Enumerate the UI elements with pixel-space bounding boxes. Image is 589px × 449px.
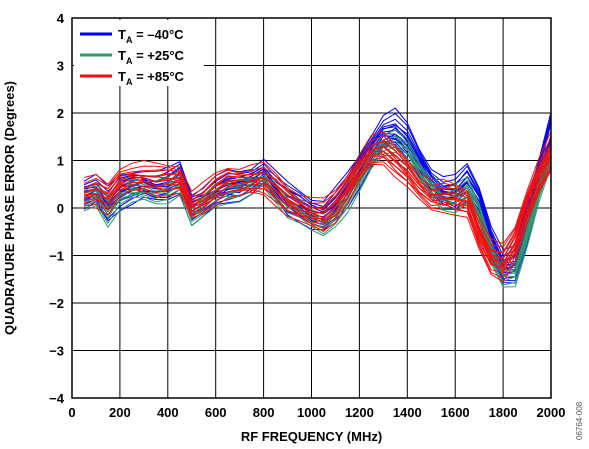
x-tick-label: 200: [109, 405, 131, 420]
y-tick-label: 1: [57, 154, 64, 169]
series-line: [83, 146, 552, 259]
x-tick-label: 400: [157, 405, 179, 420]
series-line: [83, 107, 552, 251]
plot-frame: [71, 17, 552, 399]
series-line: [83, 163, 552, 283]
series-line: [83, 150, 552, 264]
y-axis-title: QUADRATURE PHASE ERROR (Degrees): [2, 81, 17, 335]
y-tick-labels: −4 −3 −2 −1 0 1 2 3 4: [49, 11, 65, 406]
series-line: [83, 140, 552, 277]
x-tick-label: 800: [253, 405, 275, 420]
y-tick-label: −3: [49, 344, 64, 359]
series-line: [83, 120, 552, 264]
y-tick-label: −4: [49, 391, 65, 406]
x-tick-label: 1000: [297, 405, 326, 420]
x-tick-label: 1200: [345, 405, 374, 420]
legend-label: TA = –40°C: [118, 27, 184, 45]
legend-label: TA = +25°C: [118, 48, 185, 66]
x-tick-label: 0: [68, 405, 75, 420]
series-line: [83, 131, 552, 245]
x-tick-label: 1400: [393, 405, 422, 420]
y-tick-label: 0: [57, 201, 64, 216]
series-line: [83, 141, 552, 253]
series-2: [83, 131, 552, 283]
series-line: [83, 135, 552, 248]
legend: TA = –40°C TA = +25°C TA = +85°C: [74, 20, 204, 87]
series-line: [83, 145, 552, 263]
series-line: [83, 156, 552, 274]
y-tick-label: 4: [57, 11, 65, 26]
x-tick-label: 600: [205, 405, 227, 420]
x-tick-labels: 0 200 400 600 800 1000 1200 1400 1600 1800 2000: [68, 405, 565, 420]
y-tick-label: 3: [57, 59, 64, 74]
legend-label: TA = +85°C: [118, 69, 185, 87]
x-tick-label: 1600: [441, 405, 470, 420]
series-curves: [83, 107, 552, 288]
y-tick-label: −2: [49, 296, 64, 311]
figure-id: 06764-008: [575, 401, 584, 440]
x-tick-label: 1800: [489, 405, 518, 420]
y-tick-label: −1: [49, 249, 64, 264]
series-line: [83, 161, 552, 279]
y-tick-label: 2: [57, 106, 64, 121]
x-axis-title: RF FREQUENCY (MHz): [241, 429, 382, 444]
x-tick-label: 2000: [537, 405, 566, 420]
